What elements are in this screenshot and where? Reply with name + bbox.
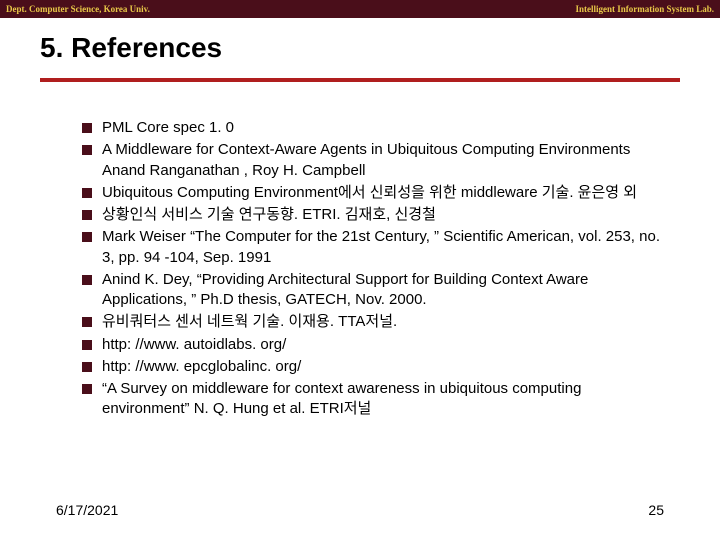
list-item: http: //www. epcglobalinc. org/ xyxy=(82,357,660,377)
reference-text: Anind K. Dey, “Providing Architectural S… xyxy=(102,271,588,308)
reference-text: Ubiquitous Computing Environment에서 신뢰성을 … xyxy=(102,184,637,201)
reference-text: 유비쿼터스 센서 네트웍 기술. 이재용. TTA저널. xyxy=(102,313,397,330)
header-right-text: Intelligent Information System Lab. xyxy=(575,4,714,14)
reference-text: Mark Weiser “The Computer for the 21st C… xyxy=(102,228,660,265)
list-item: “A Survey on middleware for context awar… xyxy=(82,379,660,420)
footer-page-number: 25 xyxy=(648,502,664,518)
list-item: Mark Weiser “The Computer for the 21st C… xyxy=(82,227,660,268)
list-item: PML Core spec 1. 0 xyxy=(82,118,660,138)
list-item: A Middleware for Context-Aware Agents in… xyxy=(82,140,660,181)
references-list: PML Core spec 1. 0 A Middleware for Cont… xyxy=(82,118,660,420)
content-area: PML Core spec 1. 0 A Middleware for Cont… xyxy=(0,82,720,420)
footer-date: 6/17/2021 xyxy=(56,502,118,518)
list-item: http: //www. autoidlabs. org/ xyxy=(82,335,660,355)
reference-text: “A Survey on middleware for context awar… xyxy=(102,380,581,417)
reference-text: 상황인식 서비스 기술 연구동향. ETRI. 김재호, 신경철 xyxy=(102,206,436,223)
slide-title: 5. References xyxy=(40,32,680,70)
reference-text: http: //www. autoidlabs. org/ xyxy=(102,336,286,353)
header-left-text: Dept. Computer Science, Korea Univ. xyxy=(6,4,150,14)
header-bar: Dept. Computer Science, Korea Univ. Inte… xyxy=(0,0,720,18)
footer: 6/17/2021 25 xyxy=(0,502,720,518)
list-item: 유비쿼터스 센서 네트웍 기술. 이재용. TTA저널. xyxy=(82,312,660,332)
reference-text: A Middleware for Context-Aware Agents in… xyxy=(102,141,630,178)
list-item: 상황인식 서비스 기술 연구동향. ETRI. 김재호, 신경철 xyxy=(82,205,660,225)
list-item: Anind K. Dey, “Providing Architectural S… xyxy=(82,270,660,311)
list-item: Ubiquitous Computing Environment에서 신뢰성을 … xyxy=(82,183,660,203)
title-area: 5. References xyxy=(0,18,720,78)
reference-text: PML Core spec 1. 0 xyxy=(102,119,234,136)
slide: Dept. Computer Science, Korea Univ. Inte… xyxy=(0,0,720,540)
reference-text: http: //www. epcglobalinc. org/ xyxy=(102,358,301,375)
